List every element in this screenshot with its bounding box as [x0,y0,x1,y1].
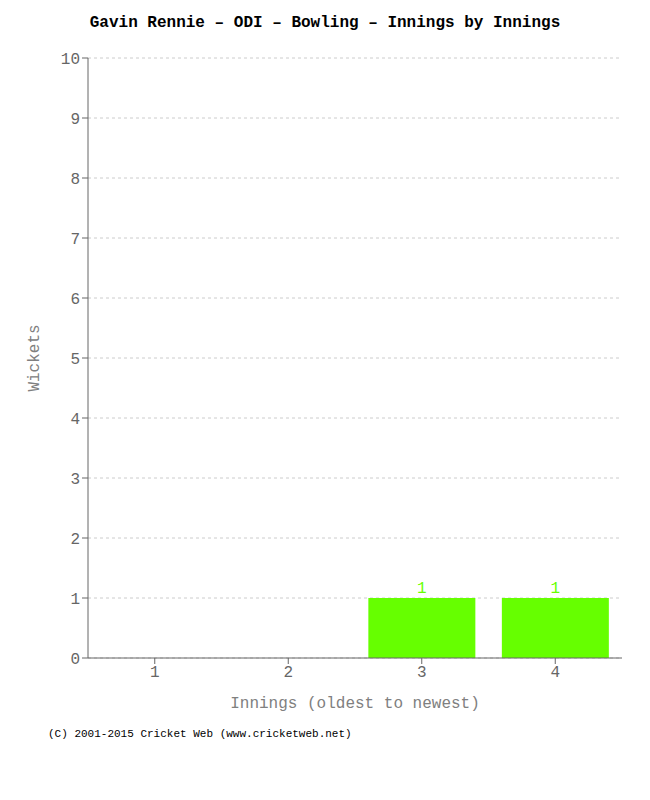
svg-text:0: 0 [70,651,80,669]
svg-text:1: 1 [70,591,80,609]
svg-text:Wickets: Wickets [26,324,44,391]
svg-text:1: 1 [150,664,160,682]
svg-text:4: 4 [550,664,560,682]
svg-text:6: 6 [70,291,80,309]
svg-text:8: 8 [70,171,80,189]
svg-text:3: 3 [417,664,427,682]
svg-text:2: 2 [283,664,293,682]
html-text:Gavin Rennie – ODI – Bowling –: Gavin Rennie – ODI – Bowling – Innings b… [89,14,561,32]
svg-text:2: 2 [70,531,80,549]
svg-text:1: 1 [417,580,427,598]
svg-text:Innings (oldest to newest): Innings (oldest to newest) [230,695,480,713]
html-text:(C) 2001-2015 Cricket Web (www: (C) 2001-2015 Cricket Web (www.cricketwe… [48,728,352,740]
svg-text:3: 3 [70,471,80,489]
svg-text:10: 10 [61,51,80,69]
svg-text:9: 9 [70,111,80,129]
svg-text:1: 1 [551,580,561,598]
svg-text:5: 5 [70,351,80,369]
svg-text:7: 7 [70,231,80,249]
svg-text:4: 4 [70,411,80,429]
